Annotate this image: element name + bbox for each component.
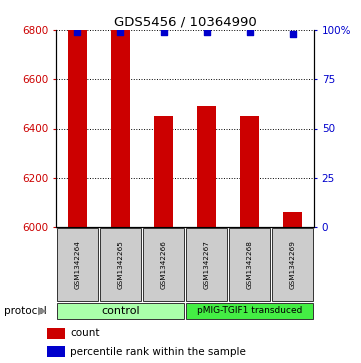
FancyBboxPatch shape — [186, 303, 313, 319]
Text: percentile rank within the sample: percentile rank within the sample — [70, 347, 246, 356]
Point — [247, 29, 252, 35]
FancyBboxPatch shape — [100, 228, 141, 301]
Bar — [240, 116, 259, 227]
Text: GSM1342268: GSM1342268 — [247, 240, 253, 289]
Bar — [154, 116, 173, 227]
Text: GSM1342269: GSM1342269 — [290, 240, 296, 289]
Bar — [197, 106, 216, 227]
Bar — [68, 30, 87, 227]
Bar — [283, 212, 302, 227]
Point — [161, 29, 166, 35]
Bar — [111, 30, 130, 227]
Point — [75, 29, 81, 35]
Text: GSM1342266: GSM1342266 — [161, 240, 166, 289]
Bar — [47, 327, 65, 339]
FancyBboxPatch shape — [272, 228, 313, 301]
Bar — [47, 346, 65, 357]
Text: count: count — [70, 328, 100, 338]
Text: pMIG-TGIF1 transduced: pMIG-TGIF1 transduced — [197, 306, 302, 315]
Text: protocol: protocol — [4, 306, 46, 316]
FancyBboxPatch shape — [186, 228, 227, 301]
Text: GSM1342267: GSM1342267 — [204, 240, 209, 289]
Text: ▶: ▶ — [38, 306, 47, 316]
Point — [204, 29, 209, 35]
FancyBboxPatch shape — [57, 228, 98, 301]
FancyBboxPatch shape — [57, 303, 184, 319]
Text: control: control — [101, 306, 140, 316]
Point — [118, 29, 123, 35]
FancyBboxPatch shape — [143, 228, 184, 301]
FancyBboxPatch shape — [229, 228, 270, 301]
Text: GSM1342265: GSM1342265 — [117, 240, 123, 289]
Title: GDS5456 / 10364990: GDS5456 / 10364990 — [114, 16, 256, 29]
Point — [290, 31, 295, 37]
Text: GSM1342264: GSM1342264 — [74, 240, 81, 289]
